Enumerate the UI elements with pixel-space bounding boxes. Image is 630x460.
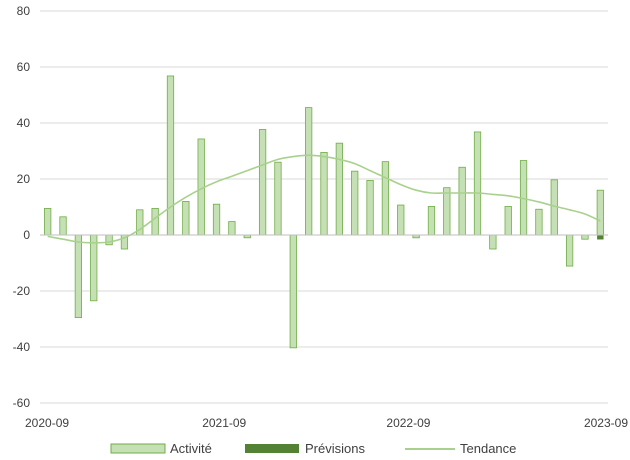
bar-activite xyxy=(458,166,466,236)
legend-label-activite: Activité xyxy=(170,441,212,456)
trend-line xyxy=(47,154,601,244)
y-tick-label: -40 xyxy=(13,340,31,354)
bar-activite xyxy=(274,161,282,236)
legend-swatch-previsions xyxy=(245,444,299,453)
bar-series xyxy=(44,75,604,349)
y-tick-label: -20 xyxy=(13,284,31,298)
bar-activite xyxy=(443,187,451,236)
bar-activite xyxy=(44,207,52,236)
trend-series xyxy=(47,154,601,244)
bar-activite xyxy=(596,189,604,236)
x-tick-label: 2022-09 xyxy=(386,416,430,430)
bar-activite xyxy=(351,170,359,236)
bar-activite xyxy=(228,221,236,236)
bar-activite xyxy=(59,216,67,236)
y-tick-label: 60 xyxy=(17,60,31,74)
legend-item-activite: Activité xyxy=(110,441,212,456)
bar-activite xyxy=(397,204,405,236)
bar-activite xyxy=(182,200,190,236)
bar-activite xyxy=(427,206,436,236)
bar-activite xyxy=(151,207,159,236)
bar-activite xyxy=(381,161,390,236)
bar-activite xyxy=(504,206,512,236)
x-tick-label: 2023-09 xyxy=(584,416,628,430)
bar-activite xyxy=(212,203,221,236)
x-tick-label: 2021-09 xyxy=(202,416,246,430)
y-tick-label: 20 xyxy=(17,172,31,186)
bar-activite xyxy=(320,151,328,236)
bar-activite xyxy=(305,107,313,236)
legend-swatch-activite xyxy=(110,443,166,454)
y-axis-labels: -60 -40 -20 0 20 40 60 80 xyxy=(13,4,31,410)
legend-label-tendance: Tendance xyxy=(460,441,516,456)
legend-item-previsions: Prévisions xyxy=(245,441,365,456)
bar-activite xyxy=(335,142,343,236)
bar-activite xyxy=(258,129,267,236)
y-tick-label: 80 xyxy=(17,4,31,18)
bar-previsions xyxy=(597,235,604,240)
gridlines xyxy=(40,10,608,404)
bar-activite xyxy=(74,234,83,318)
bar-activite xyxy=(90,234,98,302)
bar-activite xyxy=(366,179,374,236)
bar-activite xyxy=(565,234,574,267)
bar-activite xyxy=(289,234,297,349)
bar-activite xyxy=(535,208,543,236)
x-tick-label: 2020-09 xyxy=(25,416,69,430)
x-axis-labels: 2020-09 2021-09 2022-09 2023-09 xyxy=(25,416,628,430)
bar-activite xyxy=(473,131,482,236)
legend-label-previsions: Prévisions xyxy=(305,441,365,456)
legend: Activité Prévisions Tendance xyxy=(110,441,516,456)
y-tick-label: 0 xyxy=(23,228,30,242)
legend-item-tendance: Tendance xyxy=(405,441,516,456)
bar-activite xyxy=(489,234,497,250)
bar-activite xyxy=(581,234,589,240)
bar-activite xyxy=(166,75,175,236)
bar-activite xyxy=(105,234,113,246)
y-tick-label: -60 xyxy=(13,396,31,410)
y-tick-label: 40 xyxy=(17,116,31,130)
